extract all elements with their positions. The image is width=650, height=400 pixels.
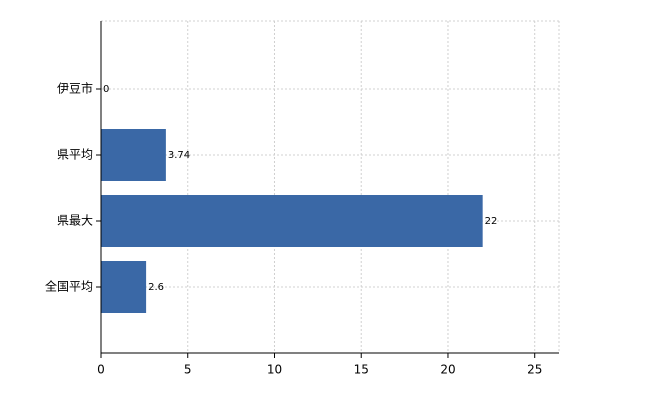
y-tick-label: 県平均 (57, 148, 93, 162)
x-tick-label: 20 (440, 363, 455, 377)
bar (101, 261, 147, 313)
bar (101, 129, 166, 181)
y-tick-label: 県最大 (57, 214, 93, 228)
x-tick-label: 5 (184, 363, 192, 377)
x-tick-label: 0 (97, 363, 105, 377)
y-tick-label: 全国平均 (45, 279, 93, 294)
x-tick-label: 25 (527, 363, 542, 377)
value-label: 3.74 (168, 150, 190, 161)
value-label: 0 (103, 84, 109, 95)
x-tick-label: 10 (267, 363, 282, 377)
value-label: 22 (485, 216, 498, 227)
y-tick-label: 伊豆市 (57, 81, 93, 96)
x-tick-label: 15 (354, 363, 369, 377)
bar (101, 195, 483, 247)
value-label: 2.6 (148, 282, 164, 293)
